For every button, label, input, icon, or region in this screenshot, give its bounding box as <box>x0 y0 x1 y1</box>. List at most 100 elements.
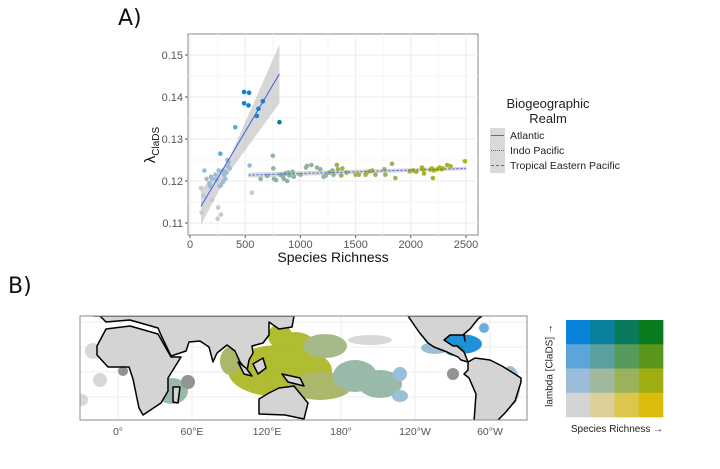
data-point <box>462 158 468 164</box>
bivariate-cell <box>638 344 664 369</box>
bivariate-cell <box>638 392 664 418</box>
bivariate-cell <box>614 344 640 369</box>
data-point <box>224 170 229 175</box>
data-point <box>340 166 345 171</box>
lon-tick: 120°W <box>399 426 431 438</box>
data-point <box>335 166 341 172</box>
bivariate-cell <box>614 392 640 418</box>
data-point <box>213 172 218 177</box>
panel-b-label: B) <box>8 274 32 299</box>
data-point <box>202 168 207 173</box>
data-point <box>220 179 226 185</box>
solid-line-key-icon <box>490 128 505 143</box>
y-tick-label: 0.15 <box>162 50 183 62</box>
data-point <box>323 173 329 178</box>
data-point <box>200 193 206 198</box>
lon-tick: 60°W <box>477 426 503 438</box>
data-point <box>241 101 247 106</box>
dotted-line-key-icon <box>490 143 505 158</box>
y-axis-subscript: ClaDS <box>151 126 162 155</box>
x-tick-label: 1500 <box>343 239 367 251</box>
data-point <box>284 178 290 184</box>
data-point <box>209 176 215 182</box>
data-point <box>277 119 282 125</box>
bivariate-cell <box>638 368 664 394</box>
bivariate-cell <box>614 320 640 345</box>
bivariate-x-label: Species Richness → <box>570 424 664 435</box>
y-tick-label: 0.13 <box>162 134 183 146</box>
australia <box>258 385 309 420</box>
data-point <box>249 190 255 196</box>
data-point <box>373 172 378 177</box>
x-tick-label: 1000 <box>288 239 312 251</box>
data-point <box>330 168 335 173</box>
legend-label: Atlantic <box>510 129 545 142</box>
sumatra <box>237 361 253 377</box>
grid-lines <box>188 34 478 235</box>
lon-tick: 0° <box>113 426 123 438</box>
x-ticks: 0 500 1000 1500 2000 2500 <box>187 235 478 251</box>
data-point <box>246 90 252 96</box>
bivariate-cell <box>566 368 591 394</box>
data-point <box>334 162 340 168</box>
data-point <box>309 162 314 168</box>
y-axis-symbol: λ <box>142 155 159 163</box>
bivariate-cell <box>590 344 615 369</box>
borneo <box>252 357 267 375</box>
data-point <box>241 89 247 95</box>
south-america <box>463 357 522 420</box>
data-point <box>430 175 436 181</box>
data-point <box>218 212 224 217</box>
fit-line-atlantic <box>200 73 280 207</box>
bivariate-cell <box>590 392 615 418</box>
lon-tick: 120°E <box>253 426 282 438</box>
bivariate-legend-grid <box>566 320 664 418</box>
data-point <box>383 172 388 177</box>
data-point <box>414 169 419 175</box>
lon-tick: 60°E <box>181 426 204 438</box>
data-point <box>232 124 238 130</box>
legend-title: Biogeographic Realm <box>488 96 608 126</box>
data-point <box>216 168 222 173</box>
legend-label: Indo Pacific <box>510 144 565 157</box>
data-point <box>271 166 276 171</box>
legend-item-tropical-eastern-pacific: Tropical Eastern Pacific <box>490 158 620 173</box>
legend-item-indo-pacific: Indo Pacific <box>490 143 564 158</box>
fit-line-indo-pacific <box>248 167 467 176</box>
data-point <box>273 177 279 183</box>
x-tick-label: 2500 <box>454 239 478 251</box>
data-point <box>353 172 358 177</box>
bivariate-cell <box>590 368 615 394</box>
data-point <box>389 161 395 167</box>
y-tick-label: 0.14 <box>162 92 183 104</box>
y-tick-label: 0.12 <box>162 176 183 188</box>
africa <box>96 325 182 416</box>
legend-title-line1: Biogeographic <box>506 96 590 111</box>
data-point <box>217 183 223 189</box>
legend-label: Tropical Eastern Pacific <box>510 159 620 172</box>
data-point <box>344 170 350 175</box>
data-point <box>247 163 252 168</box>
svg-text:λClaDS: λClaDS <box>142 126 162 163</box>
data-point <box>338 173 344 178</box>
legend-title-line2: Realm <box>529 111 567 126</box>
x-tick-label: 0 <box>187 239 193 251</box>
data-point <box>304 163 310 169</box>
data-point <box>199 210 204 215</box>
data-point <box>227 166 233 171</box>
fit-lines <box>200 73 467 207</box>
bivariate-cell <box>566 320 591 345</box>
data-point <box>281 176 287 182</box>
data-point <box>291 174 297 180</box>
legend-item-atlantic: Atlantic <box>490 128 544 143</box>
data-point <box>287 173 292 178</box>
data-point <box>290 169 295 175</box>
bivariate-y-label: lambda [ClaDS] → <box>544 324 556 407</box>
data-point <box>317 166 323 172</box>
eurasia <box>93 316 295 372</box>
lon-tick: 180° <box>330 426 352 438</box>
data-point <box>356 172 362 177</box>
data-point <box>448 164 453 169</box>
